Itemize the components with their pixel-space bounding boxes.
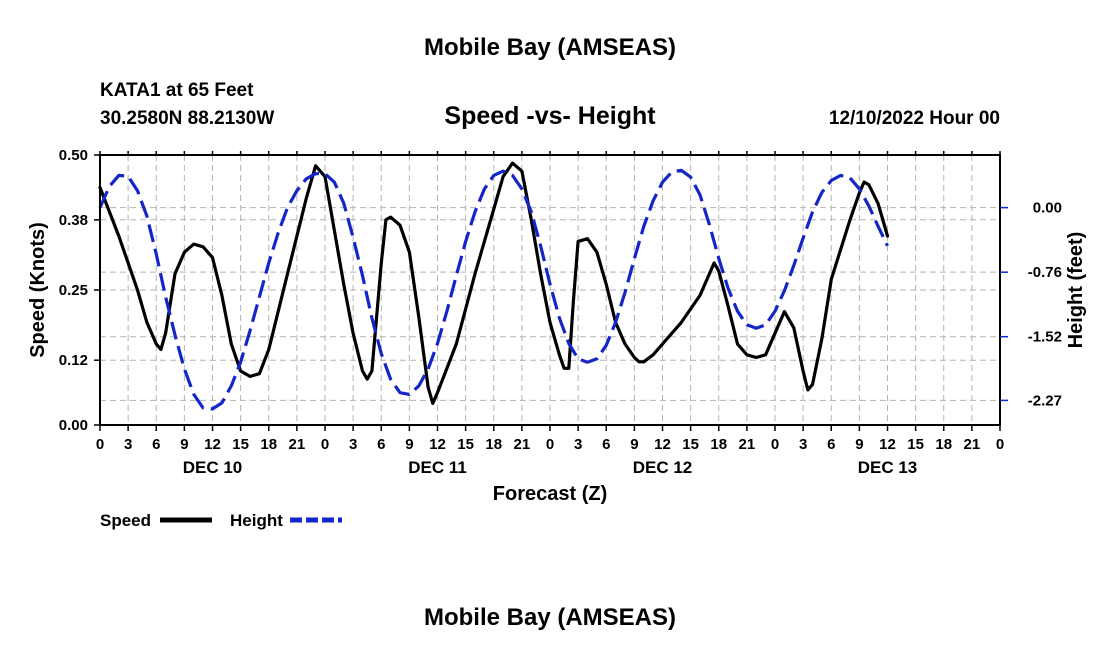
x-tick-label: 18 bbox=[260, 436, 277, 453]
x-tick-label: 6 bbox=[377, 436, 385, 453]
day-label: DEC 13 bbox=[858, 458, 918, 477]
x-tick-label: 9 bbox=[855, 436, 863, 453]
x-tick-label: 12 bbox=[429, 436, 446, 453]
series-group bbox=[98, 161, 890, 411]
x-tick-label: 12 bbox=[879, 436, 896, 453]
x-tick-label: 18 bbox=[485, 436, 502, 453]
y-left-tick-label: 0.50 bbox=[59, 147, 88, 164]
y-right-tick-label: -2.27 bbox=[1028, 392, 1062, 409]
axes: 0 3 6 9 12 15 18 21 0 3 6 9 12 15 18 21 0 3 6 9 12 15 18 21 0 3 6 9… bbox=[59, 147, 1062, 477]
x-tick-label: 12 bbox=[204, 436, 221, 453]
x-tick-label: 18 bbox=[710, 436, 727, 453]
x-tick-label: 0 bbox=[996, 436, 1004, 453]
y-left-tick-label: 0.25 bbox=[59, 282, 88, 299]
x-tick-label: 15 bbox=[907, 436, 924, 453]
day-label: DEC 12 bbox=[633, 458, 693, 477]
y-left-tick-label: 0.12 bbox=[59, 352, 88, 369]
y-left-tick-label: 0.00 bbox=[59, 417, 88, 434]
x-tick-label: 15 bbox=[232, 436, 249, 453]
legend: Speed Height bbox=[100, 511, 342, 530]
x-tick-label: 12 bbox=[654, 436, 671, 453]
x-tick-label: 3 bbox=[349, 436, 357, 453]
x-tick-label: 6 bbox=[152, 436, 160, 453]
coords-label: 30.2580N 88.2130W bbox=[100, 108, 274, 129]
x-tick-label: 0 bbox=[321, 436, 329, 453]
x-tick-label: 9 bbox=[180, 436, 188, 453]
x-tick-label: 0 bbox=[96, 436, 104, 453]
y-right-tick-label: 0.00 bbox=[1033, 200, 1062, 217]
day-label: DEC 11 bbox=[408, 458, 467, 477]
day-label: DEC 10 bbox=[183, 458, 243, 477]
x-tick-label: 15 bbox=[682, 436, 699, 453]
series-line-height bbox=[98, 168, 889, 411]
station-label: KATA1 at 65 Feet bbox=[100, 80, 254, 101]
run-label: 12/10/2022 Hour 00 bbox=[829, 108, 1000, 129]
x-tick-label: 21 bbox=[514, 436, 531, 453]
main-title-bottom: Mobile Bay (AMSEAS) bbox=[424, 604, 676, 631]
series-line-speed bbox=[98, 161, 890, 405]
x-tick-label: 3 bbox=[799, 436, 807, 453]
x-tick-label: 0 bbox=[546, 436, 554, 453]
y-left-tick-label: 0.38 bbox=[59, 212, 88, 229]
x-tick-label: 3 bbox=[574, 436, 582, 453]
x-tick-label: 21 bbox=[289, 436, 306, 453]
legend-speed-label: Speed bbox=[100, 511, 151, 530]
x-tick-label: 21 bbox=[739, 436, 756, 453]
x-tick-label: 9 bbox=[405, 436, 413, 453]
x-tick-label: 15 bbox=[457, 436, 474, 453]
y-axis-right-label: Height (feet) bbox=[1065, 232, 1087, 349]
main-title-top: Mobile Bay (AMSEAS) bbox=[424, 34, 676, 61]
chart-title: Speed -vs- Height bbox=[444, 102, 656, 130]
y-axis-left-label: Speed (Knots) bbox=[27, 222, 49, 358]
x-tick-label: 9 bbox=[630, 436, 638, 453]
x-tick-label: 0 bbox=[771, 436, 779, 453]
grid bbox=[100, 155, 1000, 425]
x-tick-label: 6 bbox=[602, 436, 610, 453]
x-tick-label: 3 bbox=[124, 436, 132, 453]
y-right-tick-label: -1.52 bbox=[1028, 329, 1062, 346]
x-tick-label: 21 bbox=[964, 436, 981, 453]
legend-height-label: Height bbox=[230, 511, 283, 530]
y-right-tick-label: -0.76 bbox=[1028, 264, 1062, 281]
x-tick-label: 18 bbox=[935, 436, 952, 453]
x-tick-label: 6 bbox=[827, 436, 835, 453]
x-axis-label: Forecast (Z) bbox=[493, 483, 607, 505]
